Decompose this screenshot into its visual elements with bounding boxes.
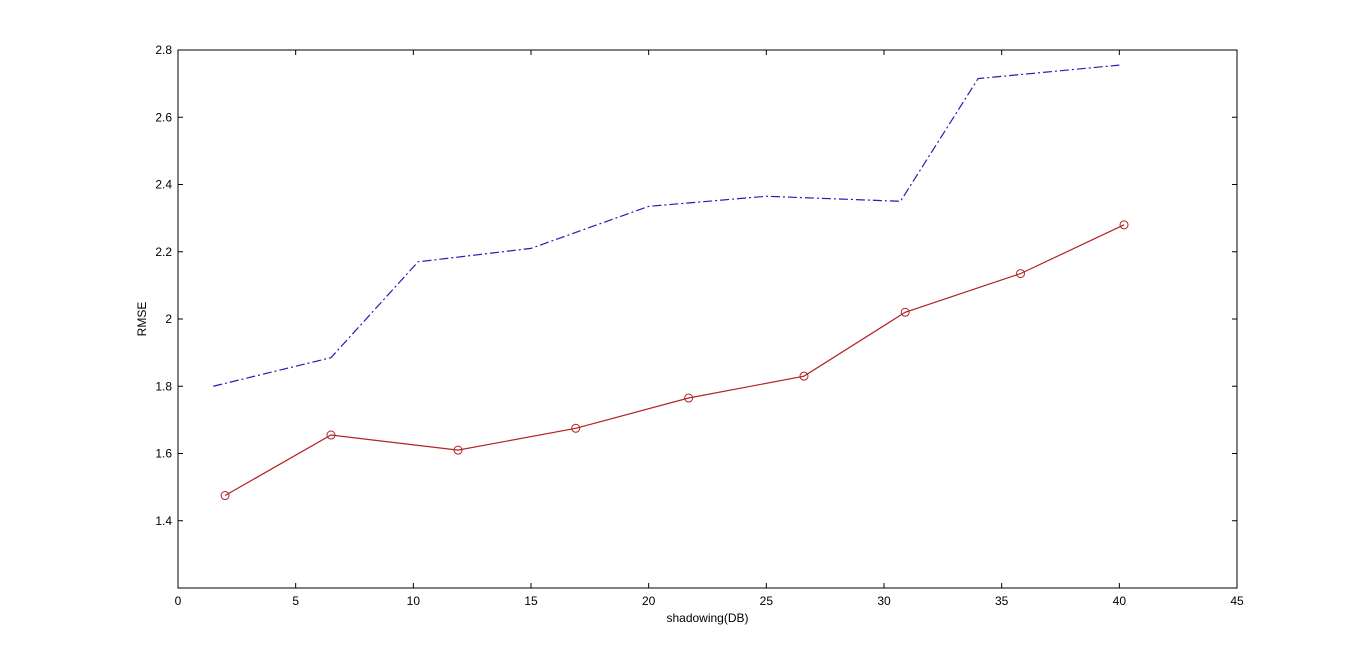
series-2-point [326, 430, 336, 440]
series-2-point [900, 307, 910, 317]
y-tick-label: 2.4 [155, 178, 172, 192]
x-tick-label: 30 [877, 594, 891, 608]
x-axis-label: shadowing(DB) [666, 611, 748, 625]
series-2-point [799, 371, 809, 381]
y-tick-label: 2.6 [155, 110, 172, 124]
plot-area: 0 5 10 15 20 25 30 35 40 45 1.4 1.6 1.8 2 2.2 2.4 2.6 2.… [155, 43, 1244, 608]
axes-box [177, 49, 1238, 589]
series-layer [213, 64, 1129, 501]
x-tick-label: 35 [995, 594, 1009, 608]
series-2-point [220, 491, 230, 501]
x-tick-label: 10 [407, 594, 421, 608]
x-tick-label: 40 [1113, 594, 1127, 608]
x-tick-label: 0 [175, 594, 182, 608]
x-tick-label: 20 [642, 594, 656, 608]
y-tick-label: 1.6 [155, 447, 172, 461]
y-tick-label: 2.8 [155, 43, 172, 57]
x-tick-label: 5 [292, 594, 299, 608]
y-tick-label: 1.4 [155, 514, 172, 528]
series-2-point [453, 445, 463, 455]
series-line-1 [213, 64, 1120, 387]
y-axis-label: RMSE [135, 302, 149, 337]
y-axis-ticks: 1.4 1.6 1.8 2 2.2 2.4 2.6 2.8 [155, 43, 1237, 528]
y-tick-label: 2.2 [155, 245, 172, 259]
x-tick-label: 45 [1230, 594, 1244, 608]
x-axis-ticks: 0 5 10 15 20 25 30 35 40 45 [175, 50, 1244, 608]
y-tick-label: 2 [165, 312, 172, 326]
x-tick-label: 15 [524, 594, 538, 608]
series-2-point [684, 393, 694, 403]
series-2-point [1015, 269, 1025, 279]
series-2-point [571, 423, 581, 433]
series-2-point [1119, 220, 1129, 230]
series-line-2 [224, 224, 1125, 497]
x-tick-label: 25 [760, 594, 774, 608]
y-tick-label: 1.8 [155, 379, 172, 393]
